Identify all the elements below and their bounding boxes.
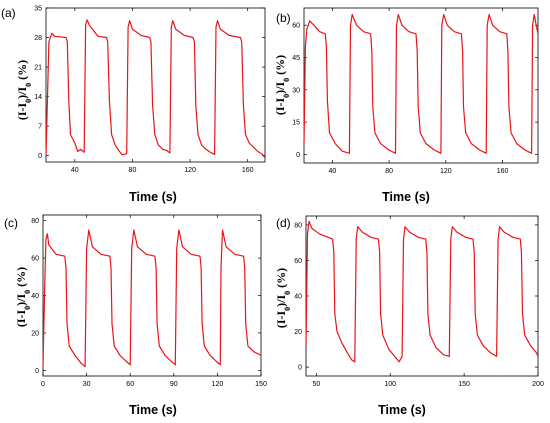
panel-d-y-tick-label: 80 (294, 222, 302, 229)
panel-d-letter: (d) (276, 216, 291, 230)
panel-d-plot-frame (305, 215, 539, 377)
panel-b-plot-frame (303, 7, 539, 164)
panel-a-y-tick-label: 0 (38, 153, 42, 160)
panel-a-y-axis-title: (I-I0)/I0 (%) (15, 60, 33, 120)
panel-d-x-tick-label: 200 (532, 381, 544, 388)
panel-a: (a) (I-I0)/I0 (%) Time (s) 40 80 120 160 0 7 1… (1, 6, 266, 204)
panel-c-x-tick-label: 150 (255, 381, 267, 388)
panel-b-x-axis-title: Time (s) (382, 190, 430, 204)
panel-d-y-tick-label: 40 (294, 294, 302, 301)
panel-c-y-tick-label: 80 (31, 218, 39, 225)
panel-a-y-tick-label: 35 (34, 6, 42, 13)
panel-a-x-tick-label: 160 (242, 167, 254, 174)
panel-a-y-tick-label: 14 (34, 94, 42, 101)
panel-a-x-tick-label: 120 (184, 167, 196, 174)
panel-c-plot-frame (42, 214, 262, 377)
panel-b-y-tick-label: 0 (296, 152, 300, 159)
panel-c-y-tick-label: 40 (31, 293, 39, 300)
panel-c-y-axis-title: (I-I0)/I0 (%) (14, 267, 32, 327)
panel-c-y-tick-label: 0 (35, 368, 39, 375)
panel-c-x-tick-label: 90 (170, 381, 178, 388)
panel-b-y-axis-title: (I-I0)/I0 (%) (273, 55, 291, 115)
panel-a-x-tick-label: 80 (129, 167, 137, 174)
panel-c-x-axis-title: Time (s) (129, 403, 177, 417)
panel-b-x-tick-label: 80 (385, 168, 393, 175)
panel-b-y-tick-label: 30 (292, 87, 300, 94)
panel-b-y-tick-label: 15 (292, 120, 300, 127)
panel-d-x-tick-label: 50 (312, 381, 320, 388)
panel-d-x-axis-title: Time (s) (378, 403, 426, 417)
panel-a-letter: (a) (1, 6, 16, 20)
panel-c-x-tick-label: 0 (41, 381, 45, 388)
panel-a-x-tick-label: 40 (71, 167, 79, 174)
panel-c-response-trace (42, 229, 262, 368)
panel-d: (d) (I-I0)/I0 (%) Time (s) 50 100 150 200 0 2… (274, 215, 544, 417)
panel-a-response-trace (45, 19, 266, 159)
panel-b-x-tick-label: 40 (328, 168, 336, 175)
panel-d-x-tick-label: 100 (384, 381, 396, 388)
panel-c-x-tick-label: 30 (83, 381, 91, 388)
panel-b: (b) (I-I0)/I0 (%) Time (s) 40 80 120 160 0 15… (273, 7, 539, 204)
panel-c-letter: (c) (4, 216, 18, 230)
panel-c-y-tick-label: 20 (31, 330, 39, 337)
panel-d-y-tick-label: 0 (298, 365, 302, 372)
panel-a-plot-frame (45, 7, 266, 163)
panel-a-y-tick-label: 28 (34, 35, 42, 42)
panel-b-y-tick-label: 60 (292, 23, 300, 30)
panel-d-y-axis-title: (I-I0)/I0 (%) (274, 268, 292, 328)
panel-d-y-tick-label: 20 (294, 329, 302, 336)
panel-c-x-tick-label: 120 (212, 381, 224, 388)
panel-b-response-trace (303, 13, 539, 154)
panel-b-x-tick-label: 120 (440, 168, 452, 175)
panel-d-response-trace (305, 220, 539, 363)
panel-b-y-tick-label: 45 (292, 55, 300, 62)
panel-d-y-tick-label: 60 (294, 258, 302, 265)
panel-c-y-tick-label: 60 (31, 256, 39, 263)
panel-b-x-tick-label: 160 (497, 168, 509, 175)
panel-c-x-tick-label: 60 (126, 381, 134, 388)
panel-b-letter: (b) (276, 11, 291, 25)
panel-d-x-tick-label: 150 (458, 381, 470, 388)
panel-c: (c) (I-I0)/I0 (%) Time (s) 0 30 60 90 120 150… (4, 214, 267, 417)
panel-a-y-tick-label: 7 (38, 124, 42, 131)
panel-a-y-tick-label: 21 (34, 65, 42, 72)
panel-a-x-axis-title: Time (s) (129, 190, 177, 204)
